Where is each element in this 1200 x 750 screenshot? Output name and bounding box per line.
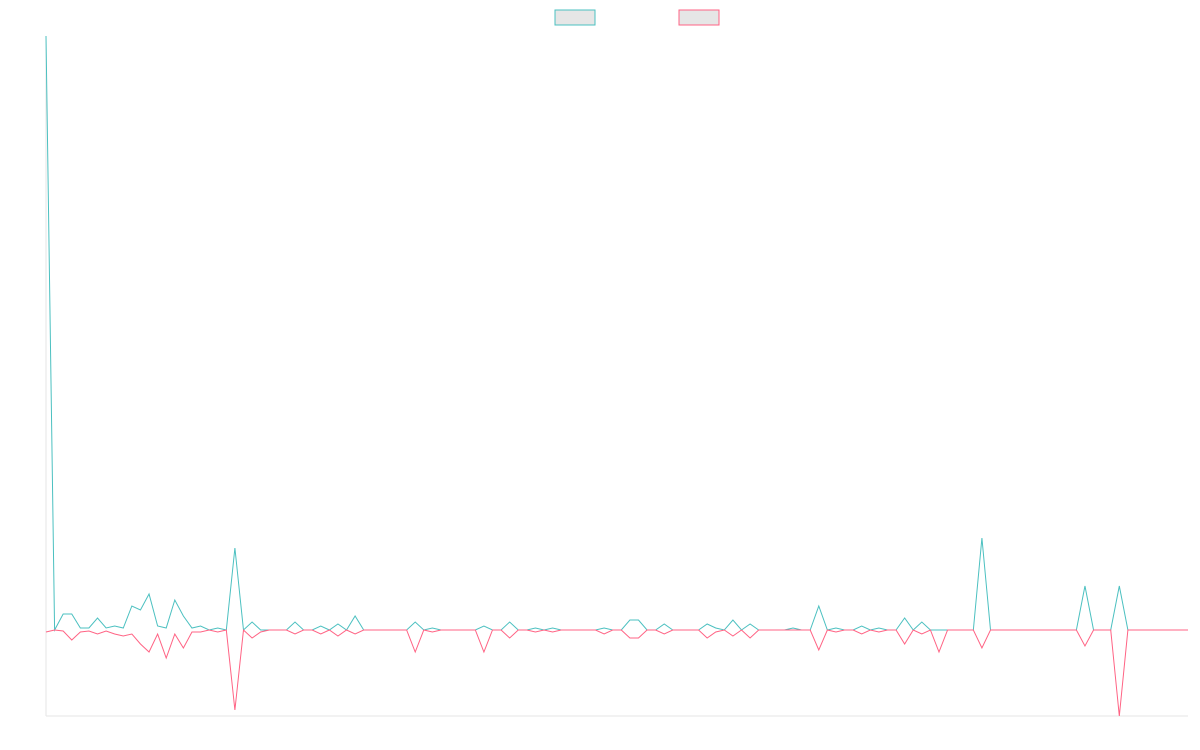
legend-swatch <box>554 9 596 26</box>
series-line <box>45 628 1188 717</box>
series-line <box>45 35 1188 632</box>
legend-swatch <box>678 9 720 26</box>
